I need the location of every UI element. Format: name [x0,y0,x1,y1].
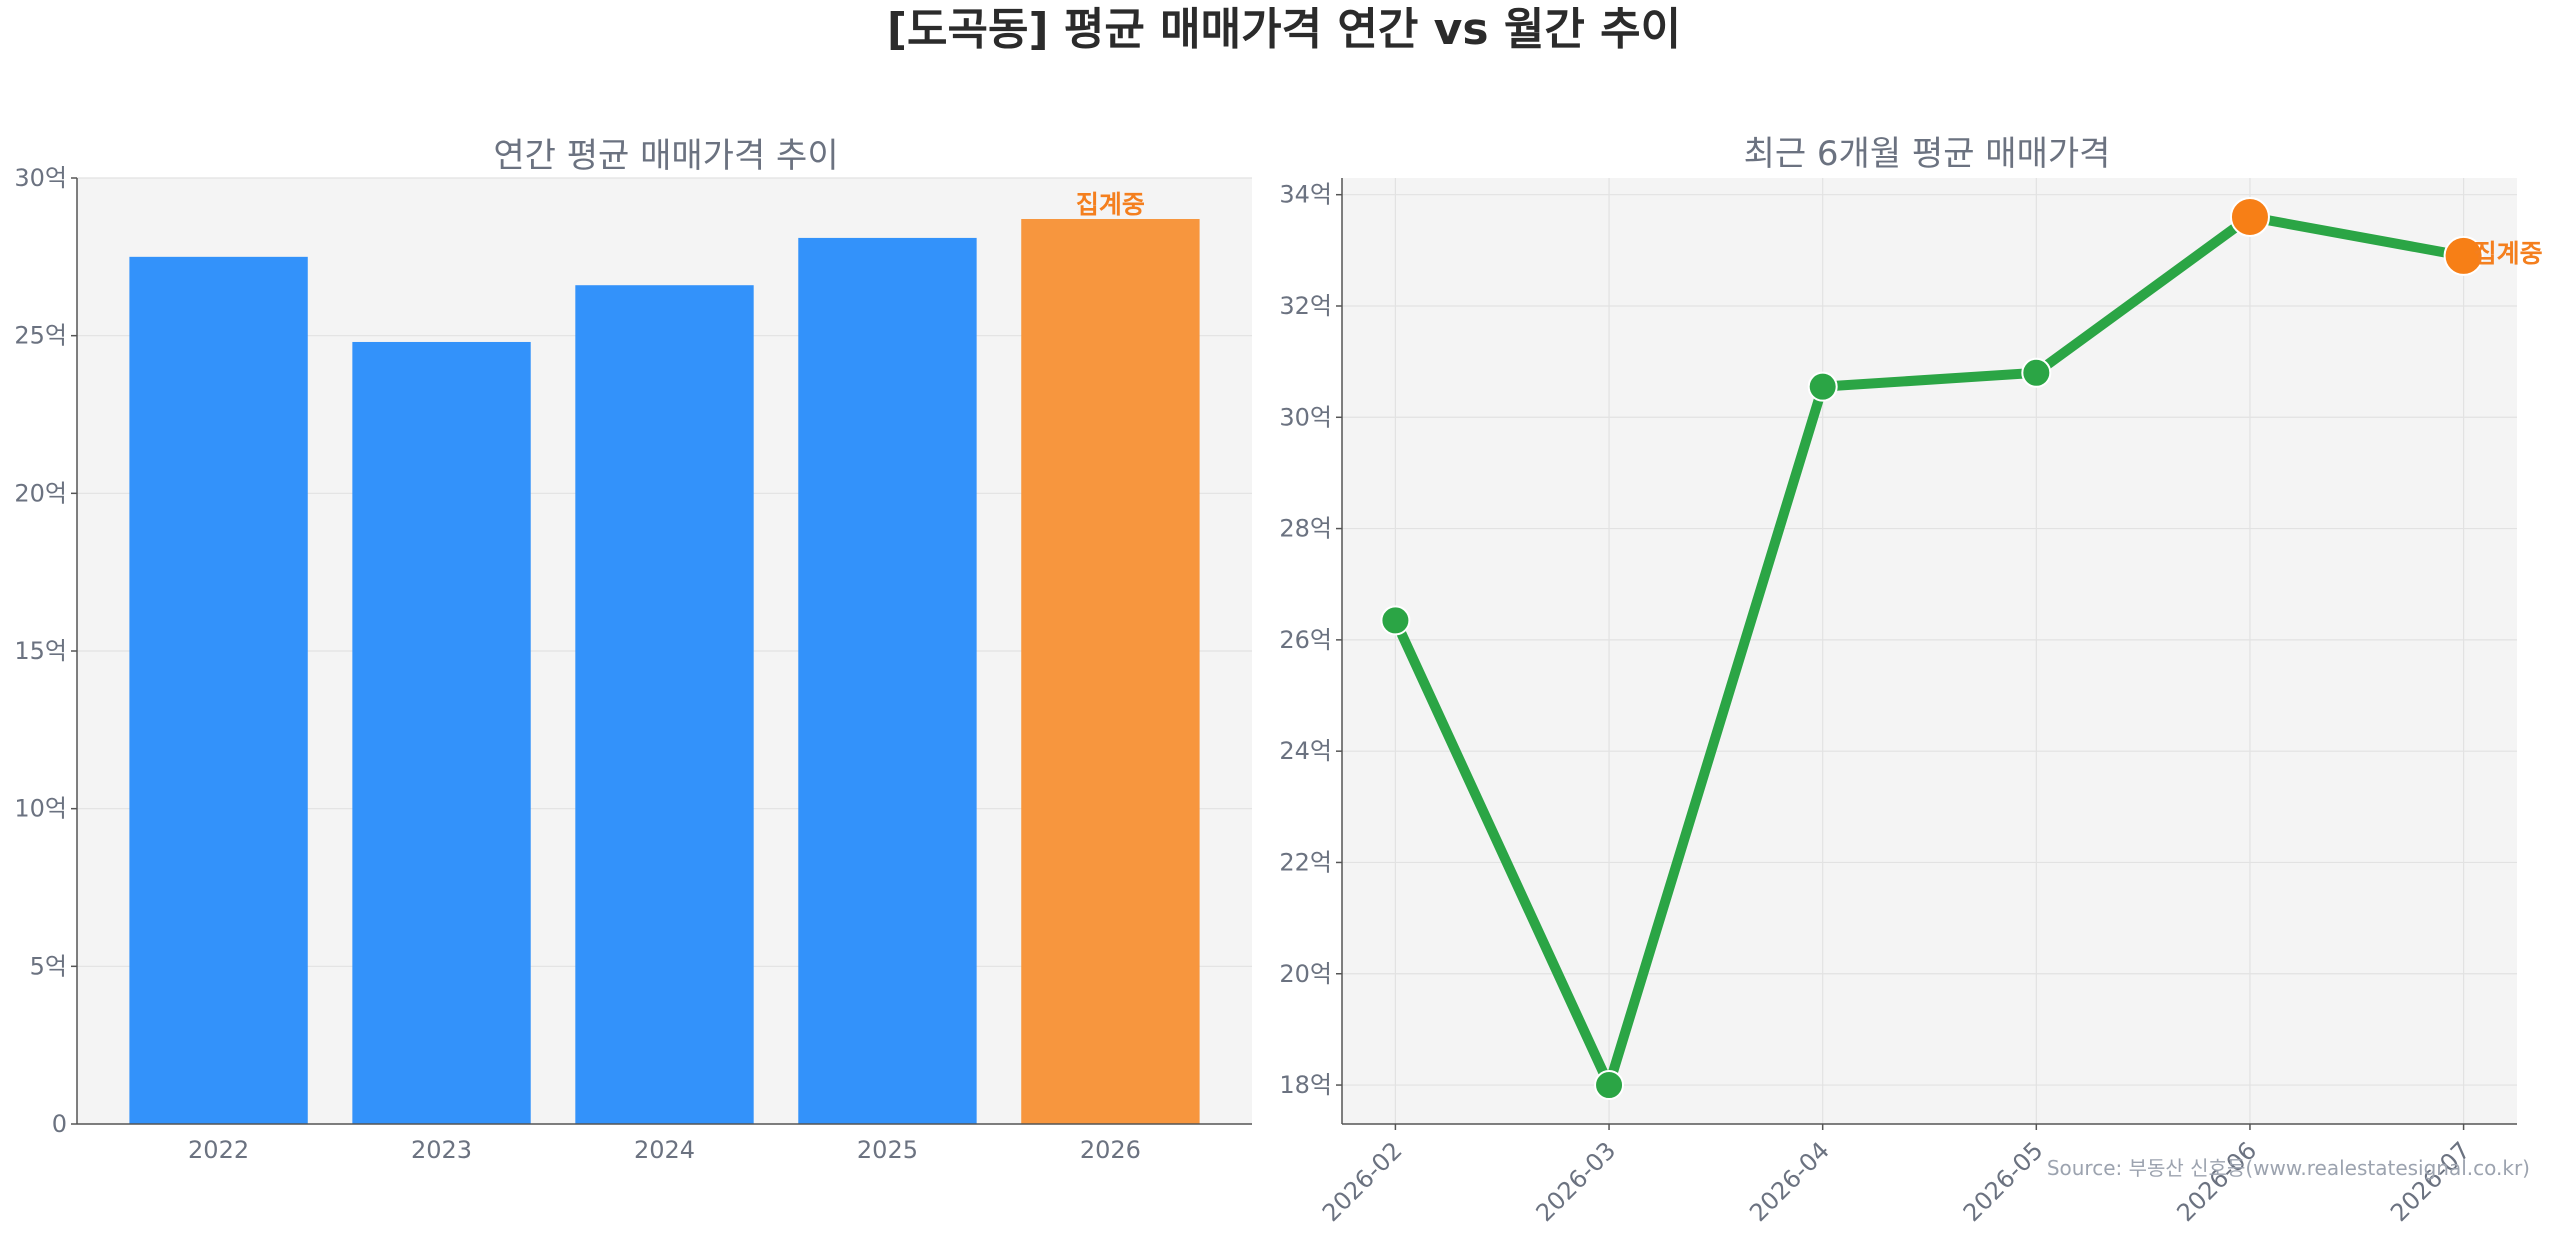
line-y-tick-label: 26억 [1279,626,1332,654]
figure-title: [도곡동] 평균 매매가격 연간 vs 월간 추이 [887,4,1681,55]
bar-y-tick-label: 15억 [14,637,67,665]
line-point [2021,357,2052,388]
bar-chart-title: 연간 평균 매매가격 추이 [493,136,838,176]
bar-y-tick-label: 25억 [14,322,67,350]
line-x-tick-label: 2026-03 [1531,1136,1622,1227]
line-x-tick-label: 2026-05 [1958,1136,2049,1227]
line-gridlines [1342,178,2517,1124]
line-y-tick-label: 32억 [1279,292,1332,320]
line-plot-area [1342,178,2517,1124]
bar [352,341,531,1124]
line-y-tick-label: 24억 [1279,737,1332,765]
bar-x-tick-labels: 2022 2023 2024 2025 2026 [188,1136,1141,1164]
bar-y-tick-label: 0 [52,1110,67,1138]
bar-x-tick-label: 2023 [411,1136,472,1164]
bar-y-tick-label: 20억 [14,479,67,507]
line-x-tick-label: 2026-04 [1744,1136,1835,1227]
line-point-highlight [2443,235,2484,276]
line-x-tick-label: 2026-06 [2171,1136,2262,1227]
bar-y-tick-label: 30억 [14,164,67,192]
line-y-tick-label: 22억 [1279,848,1332,876]
monthly-line-chart: 최근 6개월 평균 매매가격 18억 20억 22억 24억 26억 28억 30억 32억 3… [1279,134,2542,1227]
line-x-tick-label: 2026-07 [2385,1136,2476,1227]
line-annotation: 집계중 [2474,239,2543,268]
line-point [1380,605,1411,636]
line-y-tick-label: 30억 [1279,403,1332,431]
bar-y-tick-label: 10억 [14,795,67,823]
line-x-tick-label: 2026-02 [1317,1136,1408,1227]
line-points [1380,196,2484,1101]
bar-annotation: 집계중 [1076,190,1145,219]
line-y-tick-label: 28억 [1279,515,1332,543]
bar [575,285,754,1124]
bar-x-tick-label: 2024 [634,1136,695,1164]
line-point-highlight [2229,196,2270,237]
line-point [1807,371,1838,402]
bar-x-tick-label: 2025 [857,1136,918,1164]
line-y-tick-label: 18억 [1279,1071,1332,1099]
line-chart-title: 최근 6개월 평균 매매가격 [1744,134,2111,174]
bar-highlight [1021,218,1200,1124]
line-point [1594,1070,1625,1101]
bar-x-tick-label: 2022 [188,1136,249,1164]
bar-y-tick-labels: 0 5억 10억 15억 20억 25억 30억 [14,164,77,1138]
bar-y-tick-label: 5억 [30,952,67,980]
bar [798,237,977,1124]
source-credit: Source: 부동산 신호등(www.realestatesignal.co.… [2047,1156,2530,1180]
line-y-tick-label: 20억 [1279,960,1332,988]
bar [129,256,308,1124]
line-series [1390,211,2469,1091]
bar-x-tick-label: 2026 [1080,1136,1141,1164]
line-y-tick-labels: 18억 20억 22억 24억 26억 28억 30억 32억 34억 [1279,181,1342,1099]
bar-marks [129,218,1200,1124]
line-y-tick-label: 34억 [1279,181,1332,209]
